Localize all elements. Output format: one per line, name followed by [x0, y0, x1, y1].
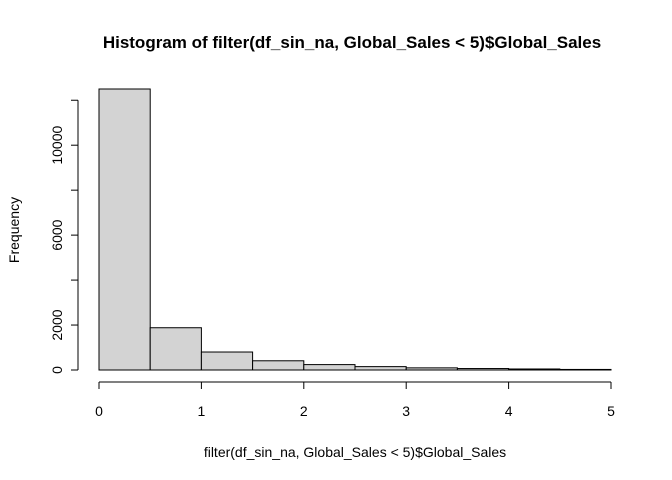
- x-tick-label-0: 0: [95, 403, 103, 419]
- histogram-bar-0: [98, 88, 151, 371]
- y-tick-label-0: 0: [49, 366, 65, 374]
- y-axis: 0 2000 6000 10000: [49, 99, 79, 374]
- bars-group: [98, 88, 612, 371]
- histogram-bar-1: [149, 327, 202, 371]
- y-axis-label: Frequency: [6, 197, 22, 263]
- y-tick-label-3: 10000: [49, 126, 65, 165]
- histogram-bar-4: [303, 364, 356, 371]
- y-tick-label-1: 2000: [49, 309, 65, 340]
- histogram-bar-5: [354, 366, 407, 371]
- x-axis-label: filter(df_sin_na, Global_Sales < 5)$Glob…: [204, 444, 506, 460]
- histogram-bar-3: [252, 360, 305, 371]
- x-tick-label-1: 1: [198, 403, 206, 419]
- histogram-bar-9: [559, 368, 612, 371]
- histogram-bar-6: [405, 367, 458, 371]
- y-tick-label-2: 6000: [49, 219, 65, 250]
- x-tick-label-3: 3: [402, 403, 410, 419]
- histogram-bar-7: [456, 368, 510, 371]
- chart-title: Histogram of filter(df_sin_na, Global_Sa…: [103, 33, 601, 52]
- histogram-bar-2: [200, 351, 254, 371]
- x-tick-label-2: 2: [300, 403, 308, 419]
- x-tick-label-5: 5: [607, 403, 615, 419]
- x-axis: 0 1 2 3 4 5: [95, 381, 615, 419]
- histogram-bar-8: [508, 368, 561, 371]
- x-tick-label-4: 4: [505, 403, 513, 419]
